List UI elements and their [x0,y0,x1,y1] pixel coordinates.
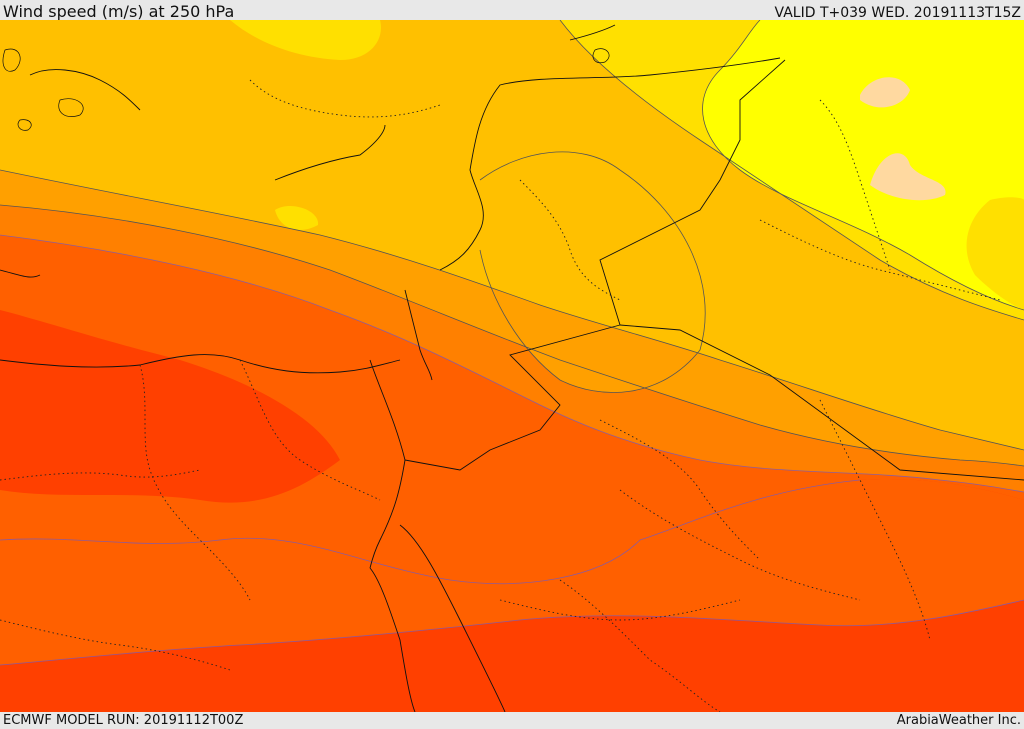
band-5 [0,205,1024,492]
contour-lines [0,234,1024,666]
band-3 [0,20,1024,450]
band-lightest-1 [860,77,910,108]
isotach-lines [0,20,1024,467]
band-2-northwest [230,20,381,60]
band-3-island [275,205,319,230]
band-1-fringe [966,197,1024,310]
band-6-south [0,479,1024,665]
wind-speed-map [0,20,1024,712]
credit: ArabiaWeather Inc. [896,713,1021,728]
band-lightest-2 [870,153,946,201]
borders-dotted [0,79,1001,712]
map-title: Wind speed (m/s) at 250 hPa [3,2,235,21]
band-1 [702,20,1024,310]
borders-solid [0,24,1024,712]
model-run: ECMWF MODEL RUN: 20191112T00Z [3,713,244,728]
valid-time: VALID T+039 WED. 20191113T15Z [774,5,1021,21]
